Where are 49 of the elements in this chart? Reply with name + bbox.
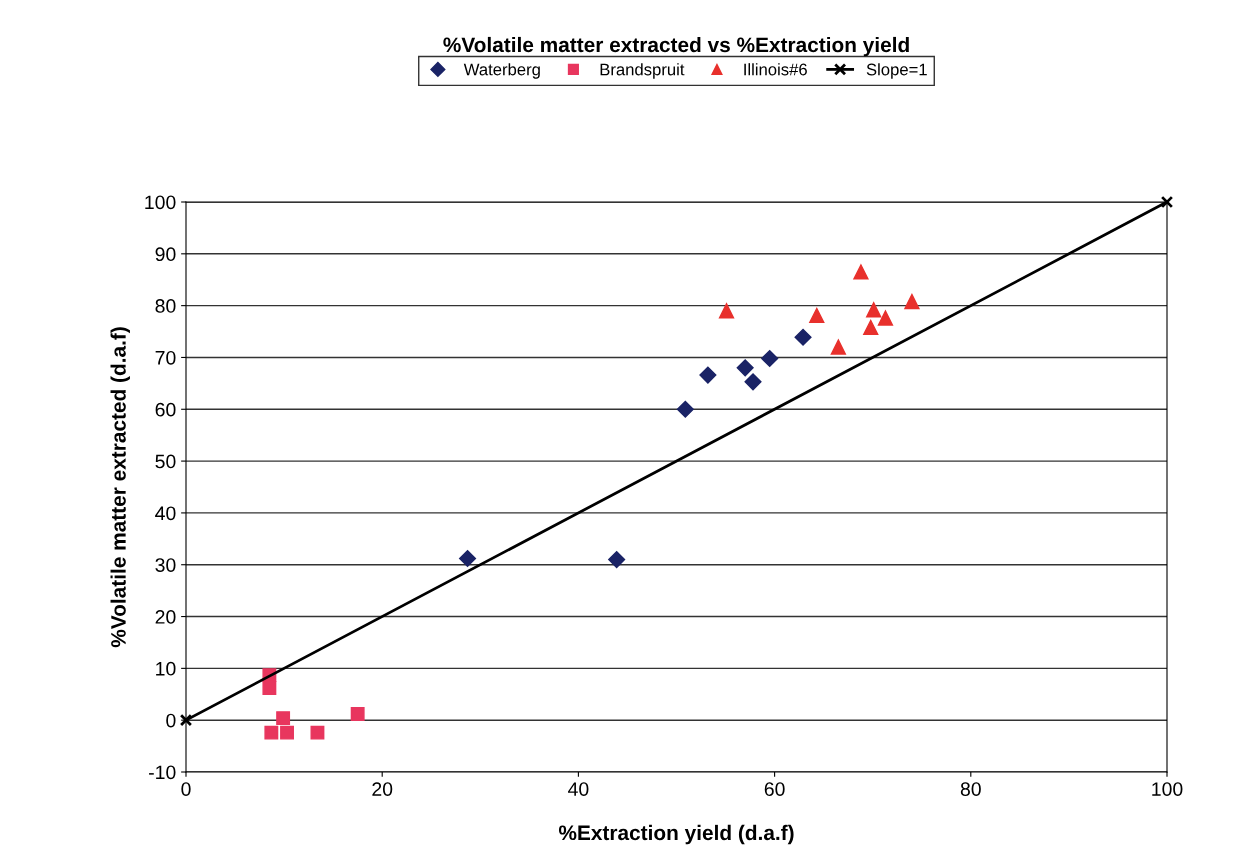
- point: [904, 293, 920, 310]
- point: [676, 400, 694, 418]
- y-tick-label: 40: [155, 506, 176, 521]
- x-tick-label: 20: [372, 782, 393, 796]
- y-tick-label: 90: [155, 247, 176, 262]
- point: [276, 711, 291, 726]
- y-tick-label: 60: [155, 402, 176, 417]
- point: [310, 725, 325, 740]
- point: [262, 681, 277, 695]
- x-tick-label: 100: [1152, 782, 1183, 796]
- point: [699, 366, 717, 384]
- y-tick-label: 0: [166, 713, 176, 728]
- chart-title: %Volatile matter extracted vs %Extraction yield: [443, 36, 909, 57]
- point: [179, 713, 193, 727]
- point: [264, 725, 279, 740]
- point: [809, 307, 825, 324]
- point: [1160, 195, 1174, 209]
- legend-label: Illinois#6: [744, 63, 807, 76]
- point: [744, 373, 762, 391]
- point: [350, 707, 365, 721]
- x-tick-label: 60: [764, 782, 785, 796]
- point: [794, 328, 812, 346]
- point: [458, 549, 477, 568]
- y-axis-title: %Volatile matter extracted (d.a.f): [110, 327, 130, 648]
- x-axis-title: %Extraction yield (d.a.f): [558, 824, 794, 845]
- y-tick-label: 80: [155, 299, 176, 313]
- y-tick-label: 100: [145, 195, 176, 210]
- x-tick-label: 40: [568, 782, 589, 796]
- x-tick-label: 80: [960, 782, 981, 796]
- y-tick-label: 10: [156, 661, 176, 676]
- point: [866, 302, 882, 318]
- y-tick-label: 70: [155, 350, 176, 365]
- point: [863, 319, 879, 336]
- y-tick-label: -10: [149, 765, 176, 780]
- point: [877, 310, 894, 326]
- legend-label: Slope=1: [866, 63, 927, 79]
- point: [853, 264, 869, 280]
- y-tick-label: 30: [155, 558, 176, 572]
- x-tick-label: 0: [181, 782, 191, 796]
- y-tick-label: 50: [155, 454, 176, 469]
- legend-label: Brandspruit: [600, 63, 685, 79]
- point: [736, 359, 754, 377]
- point: [280, 725, 294, 740]
- point: [761, 349, 779, 368]
- point: [830, 339, 847, 355]
- legend-label: Waterberg: [463, 63, 540, 79]
- point: [608, 550, 626, 569]
- y-tick-label: 20: [155, 610, 176, 624]
- point: [718, 303, 735, 319]
